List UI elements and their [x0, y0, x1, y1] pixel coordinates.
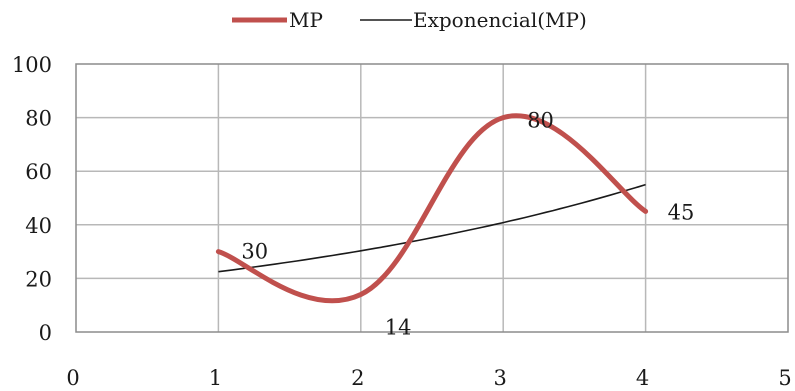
data-label: 14: [385, 315, 412, 339]
legend: MP Exponencial(MP): [232, 8, 587, 32]
y-tick-label: 0: [39, 321, 52, 345]
data-label: 80: [527, 109, 554, 133]
legend-label-mp: MP: [289, 8, 323, 32]
series-line-mp: [215, 113, 649, 304]
legend-label-exponencial-mp: Exponencial(MP): [413, 8, 587, 32]
x-tick-label: 1: [209, 366, 222, 387]
data-label: 30: [241, 240, 268, 264]
trendline-exponencial-mp: [218, 183, 646, 273]
y-tick-label: 80: [25, 107, 52, 131]
plot-frame: [75, 63, 789, 333]
y-tick-label: 60: [25, 160, 52, 184]
data-labels: 30 14 80 45: [241, 109, 694, 340]
x-tick-label: 2: [351, 366, 364, 387]
grid: [76, 64, 788, 332]
y-tick-label: 100: [12, 53, 52, 77]
x-tick-label: 5: [778, 366, 791, 387]
data-label: 45: [668, 200, 695, 224]
x-tick-label: 3: [494, 366, 507, 387]
x-tick-label: 0: [66, 366, 79, 387]
y-tick-label: 20: [25, 267, 52, 291]
series: [215, 113, 649, 304]
x-tick-label: 4: [636, 366, 649, 387]
y-tick-label: 40: [25, 214, 52, 238]
